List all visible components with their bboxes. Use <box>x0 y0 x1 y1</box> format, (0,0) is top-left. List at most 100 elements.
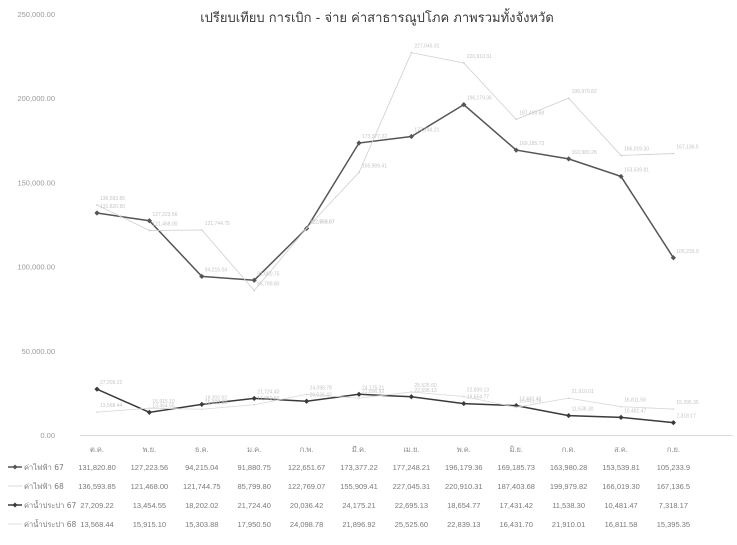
table-cell: 15,915.10 <box>133 520 166 529</box>
table-cell: 136,593.85 <box>78 482 116 491</box>
table-cell: 177,248.21 <box>393 463 431 472</box>
table-cell: 220,910.31 <box>445 482 483 491</box>
data-point <box>253 289 256 292</box>
data-point <box>566 412 572 419</box>
y-tick-label: 200,000.00 <box>17 94 55 103</box>
x-tick-label: ก.ค. <box>562 445 576 454</box>
table-cell: 122,651.67 <box>288 463 326 472</box>
legend-marker <box>12 502 18 508</box>
table-cell: 16,811.58 <box>605 520 638 529</box>
data-point <box>94 386 100 392</box>
legend-label: ค่าน้ำประปา 67 <box>24 500 77 510</box>
data-label: 153,539.81 <box>624 167 649 173</box>
x-tick-label: มิ.ย. <box>509 445 523 454</box>
y-tick-label: 150,000.00 <box>17 178 55 187</box>
table-cell: 155,909.41 <box>340 482 378 491</box>
data-label: 18,202.02 <box>205 395 227 401</box>
data-label: 21,724.40 <box>257 389 279 395</box>
data-point <box>461 102 467 108</box>
data-point <box>618 173 624 180</box>
table-cell: 10,481.47 <box>604 501 637 510</box>
table-cell: 13,568.44 <box>80 520 113 529</box>
data-label: 220,910.31 <box>467 54 492 60</box>
table-cell: 166,019.30 <box>602 482 640 491</box>
x-tick-label: ธ.ค. <box>195 445 209 454</box>
table-cell: 15,303.88 <box>185 520 218 529</box>
y-axis: 250,000.00 200,000.00 150,000.00 100,000.00… <box>17 10 55 440</box>
data-point <box>305 393 308 396</box>
table-cell: 7,318.17 <box>659 501 688 510</box>
table-cell: 17,431.42 <box>500 501 533 510</box>
data-label: 13,454.55 <box>152 403 174 409</box>
data-point <box>515 118 518 121</box>
table-cell: 227,045.31 <box>393 482 431 491</box>
data-label: 121,744.75 <box>205 221 230 227</box>
table-cell: 21,910.01 <box>552 520 585 529</box>
data-label: 169,185.73 <box>519 141 544 147</box>
data-point <box>96 411 98 414</box>
table-cell: 122,769.07 <box>288 482 326 491</box>
data-label: 127,223.56 <box>152 212 177 218</box>
data-label: 166,019.30 <box>624 146 649 152</box>
table-cell: 13,454.55 <box>133 501 166 510</box>
data-point <box>253 403 256 406</box>
x-tick-label: ม.ค. <box>247 445 261 454</box>
data-label: 199,979.82 <box>572 89 597 95</box>
table-cell: 169,185.73 <box>497 463 535 472</box>
chart-title: เปรียบเทียบ การเบิก - จ่าย ค่าสาธารณูปโภ… <box>200 8 554 26</box>
x-tick-label: ส.ค. <box>614 445 628 454</box>
data-point <box>146 409 152 415</box>
data-label: 21,910.01 <box>572 389 594 395</box>
table-cell: 85,799.80 <box>238 482 271 491</box>
data-point <box>251 395 257 402</box>
table-cell: 163,980.28 <box>550 463 588 472</box>
table-cell: 167,136.5 <box>657 482 690 491</box>
y-tick-label: 250,000.00 <box>17 10 55 19</box>
data-label: 121,468.00 <box>152 221 177 227</box>
table-cell: 15,395.35 <box>657 520 690 529</box>
data-point <box>251 277 257 283</box>
data-label: 25,525.60 <box>414 383 436 389</box>
data-label: 22,695.13 <box>414 388 436 394</box>
data-label: 27,209.22 <box>100 380 122 386</box>
data-point <box>356 140 362 146</box>
data-point <box>672 408 675 410</box>
data-label: 10,481.47 <box>624 408 646 414</box>
table-cell: 20,036.42 <box>290 501 323 510</box>
legend-label: ค่าน้ำประปา 68 <box>24 519 77 529</box>
data-point <box>513 147 519 153</box>
x-tick-label: ก.ย. <box>667 445 680 454</box>
legend-marker <box>12 464 18 470</box>
data-point <box>567 97 570 100</box>
data-point <box>566 156 572 162</box>
data-label: 122,769.07 <box>310 219 335 225</box>
x-tick-label: พ.ค. <box>457 445 471 454</box>
data-label: 187,403.68 <box>519 110 544 116</box>
data-point <box>670 420 676 426</box>
table-cell: 196,179.36 <box>445 463 483 472</box>
data-point <box>94 210 100 216</box>
data-label: 177,248.21 <box>414 128 439 134</box>
table-cell: 21,896.92 <box>342 520 375 529</box>
legend-label: ค่าไฟฟ้า 68 <box>24 482 64 491</box>
data-label: 122,651.67 <box>310 219 335 225</box>
series-lines: 131,820.80 127,223.56 94,215.04 91,880.75 12… <box>94 44 699 426</box>
data-label: 15,915.10 <box>152 399 174 405</box>
data-point <box>618 414 624 420</box>
data-point <box>200 408 203 411</box>
table-cell: 153,539.81 <box>602 463 640 472</box>
data-point <box>304 398 310 404</box>
series-line <box>96 388 674 424</box>
table-cell: 22,695.13 <box>395 501 428 510</box>
data-label: 15,395.35 <box>676 400 698 406</box>
y-tick-label: 50,000.00 <box>22 347 55 356</box>
table-cell: 25,525.60 <box>395 520 428 529</box>
data-point <box>358 397 360 400</box>
table-cell: 131,820.80 <box>78 463 116 472</box>
data-point <box>200 229 203 231</box>
data-point <box>462 62 465 64</box>
table-cell: 91,880.75 <box>238 463 271 472</box>
data-point <box>672 152 675 155</box>
data-label: 136,593.85 <box>100 196 125 202</box>
